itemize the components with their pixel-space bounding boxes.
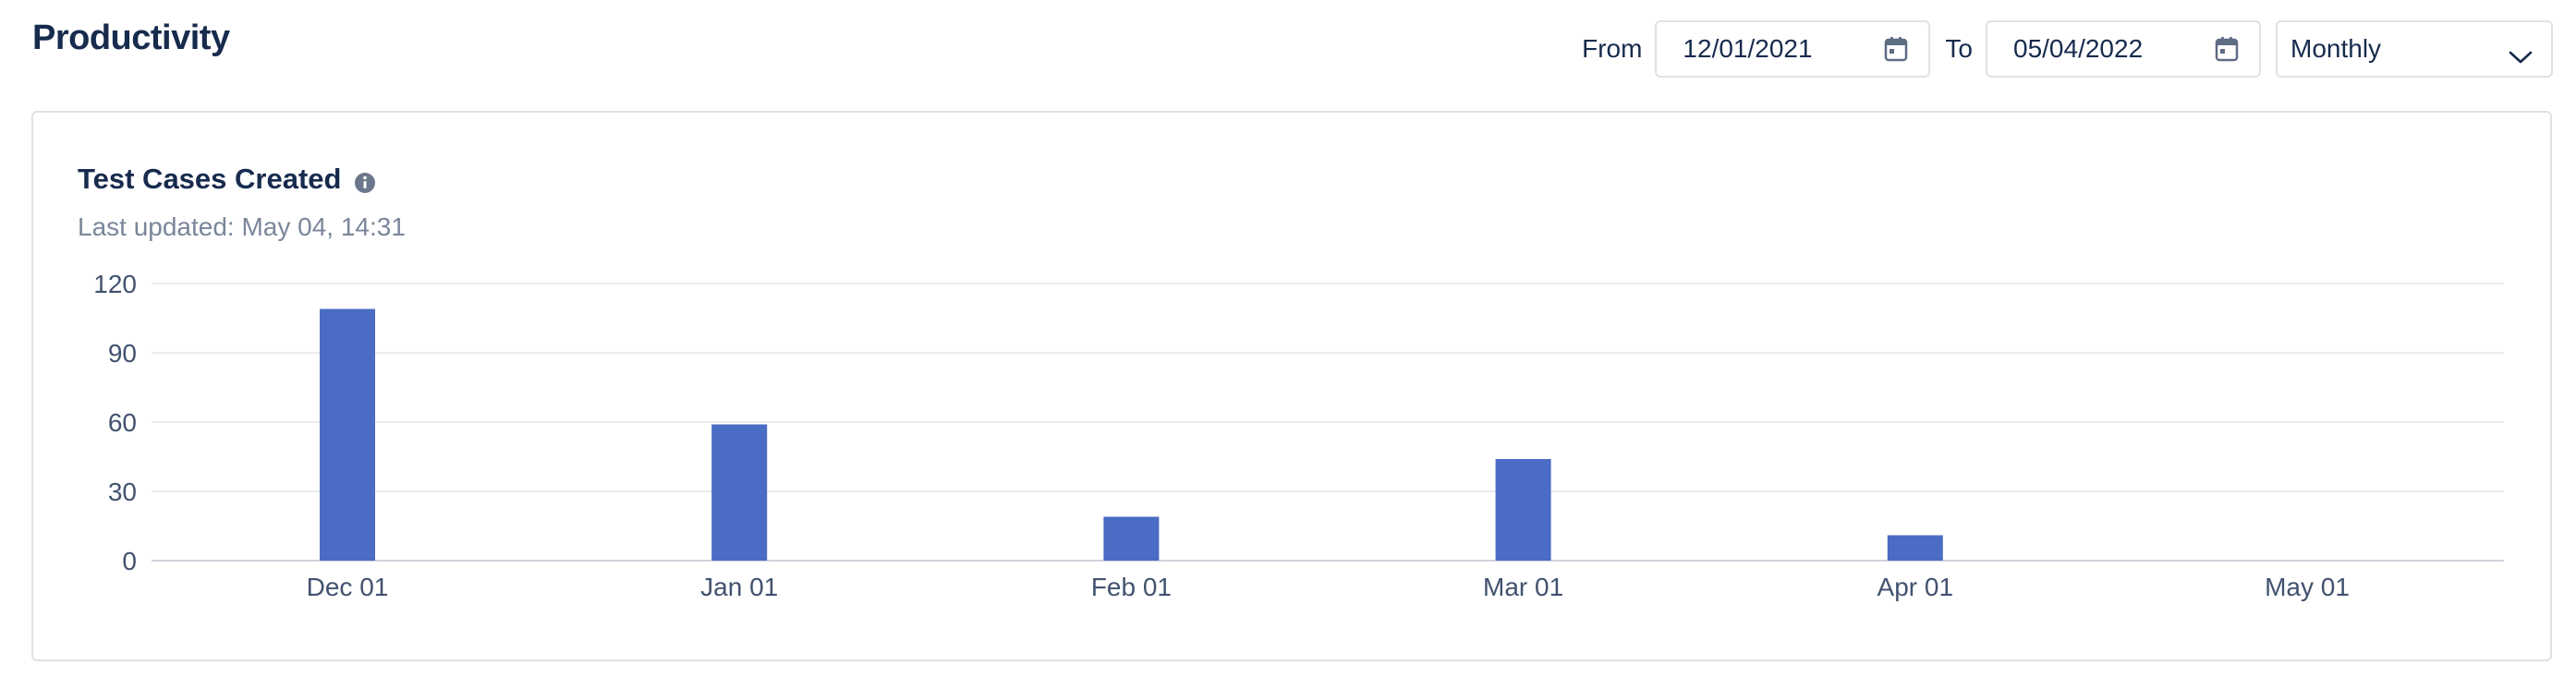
bar[interactable]	[320, 308, 375, 562]
chart-bars	[320, 308, 1943, 562]
y-tick-label: 60	[108, 408, 137, 437]
calendar-icon[interactable]	[2215, 36, 2239, 62]
x-tick-label: May 01	[2265, 573, 2350, 601]
chart-title: Test Cases Created	[78, 163, 376, 196]
from-date-value: 12/01/2021	[1683, 34, 1813, 63]
last-updated: Last updated: May 04, 14:31	[78, 212, 406, 241]
y-tick-label: 90	[108, 339, 137, 368]
y-axis-ticks: 0 30 60 90 120	[93, 270, 137, 575]
to-date-value: 05/04/2022	[2013, 34, 2144, 63]
calendar-icon[interactable]	[1884, 36, 1908, 62]
chevron-down-icon	[2509, 42, 2533, 64]
to-label: To	[1945, 34, 1973, 63]
page-title: Productivity	[32, 18, 230, 57]
interval-select-value: Monthly	[2290, 34, 2382, 63]
x-tick-label: Dec 01	[307, 573, 389, 601]
bar[interactable]	[711, 424, 768, 562]
info-icon[interactable]	[354, 168, 376, 193]
bar[interactable]	[1103, 516, 1160, 562]
y-tick-label: 30	[108, 477, 137, 506]
y-tick-label: 120	[93, 270, 137, 298]
x-tick-label: Feb 01	[1091, 573, 1172, 601]
chart-card: Test Cases Created Last updated: May 04,…	[31, 111, 2552, 661]
bar[interactable]	[1495, 459, 1551, 561]
x-axis-ticks: Dec 01 Jan 01 Feb 01 Mar 01 Apr 01 May 01	[307, 573, 2350, 601]
x-tick-label: Mar 01	[1483, 573, 1563, 601]
interval-select[interactable]: Monthly	[2276, 20, 2553, 78]
x-tick-label: Jan 01	[700, 573, 778, 601]
bar[interactable]	[1887, 535, 1943, 562]
from-date-input[interactable]: 12/01/2021	[1655, 20, 1931, 78]
y-tick-label: 0	[122, 547, 137, 575]
chart-grid	[152, 283, 2504, 562]
x-tick-label: Apr 01	[1877, 573, 1954, 601]
from-label: From	[1582, 34, 1643, 63]
to-date-input[interactable]: 05/04/2022	[1986, 20, 2261, 78]
date-filters: From 12/01/2021 To 05/04/2022 Mon	[1582, 18, 2553, 79]
chart-title-text: Test Cases Created	[78, 163, 342, 195]
bar-chart: 0 30 60 90 120 Dec 01 Jan 01 Feb 01 Mar 01 Apr 0…	[93, 270, 2504, 601]
